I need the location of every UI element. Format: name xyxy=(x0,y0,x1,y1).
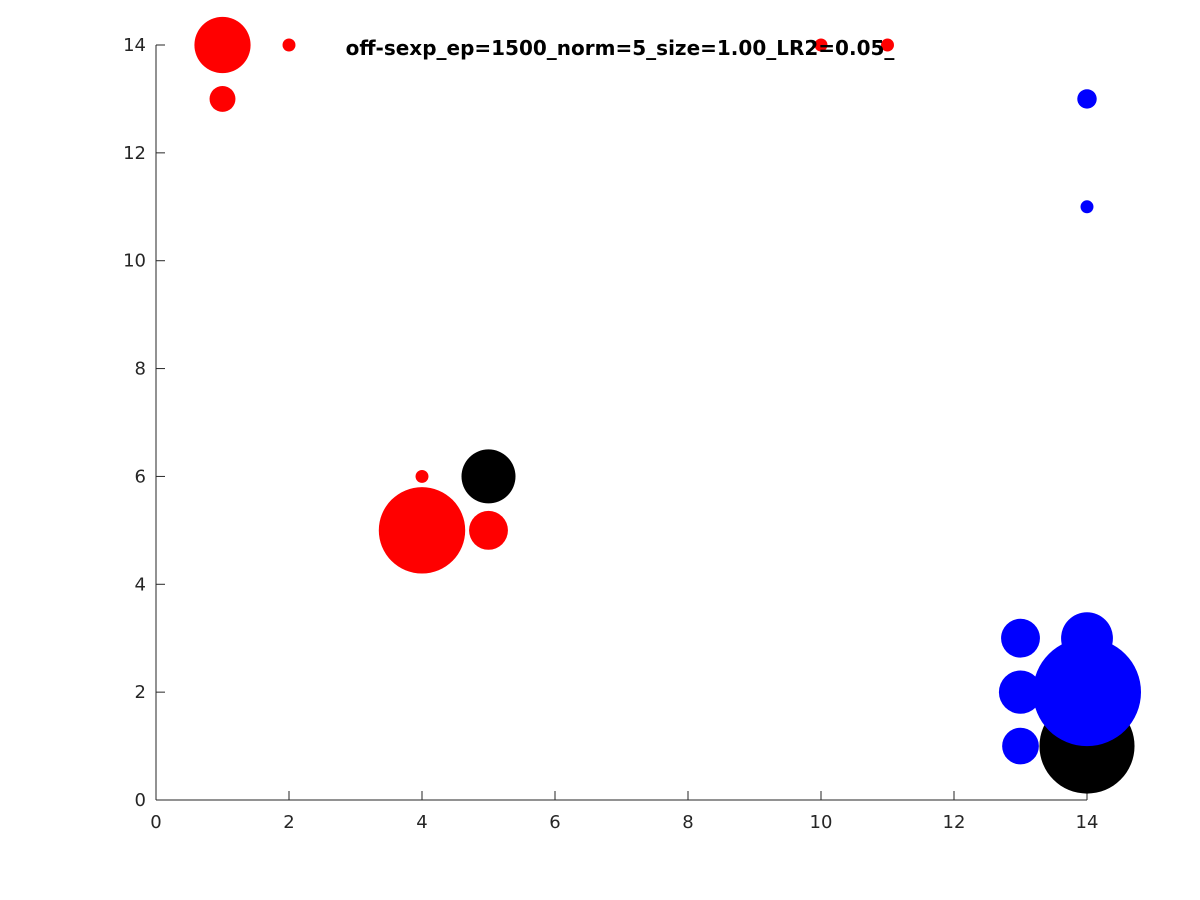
data-points xyxy=(194,16,1141,794)
x-tick-label: 6 xyxy=(549,812,560,833)
data-point-red xyxy=(814,38,828,52)
data-point-red xyxy=(194,16,251,74)
y-tick-label: 14 xyxy=(123,35,146,56)
y-tick-label: 6 xyxy=(135,466,146,487)
data-point-red xyxy=(378,487,466,574)
x-tick-label: 4 xyxy=(416,812,427,833)
data-point-blue xyxy=(1077,89,1097,109)
data-point-red xyxy=(209,85,236,112)
data-point-red xyxy=(415,469,429,483)
y-tick-label: 12 xyxy=(123,143,146,164)
data-point-blue xyxy=(998,670,1043,714)
axes: 0 2 4 6 8 10 12 14 0 2 4 6 8 10 12 14 xyxy=(123,35,1098,833)
y-tick-label: 2 xyxy=(135,682,146,703)
x-tick-label: 2 xyxy=(283,812,294,833)
data-point-red xyxy=(282,38,296,52)
y-tick-label: 10 xyxy=(123,251,146,272)
x-tick-label: 8 xyxy=(682,812,693,833)
y-tick-label: 8 xyxy=(135,359,146,380)
data-point-red xyxy=(469,510,508,550)
x-tick-label: 12 xyxy=(943,812,966,833)
data-point-blue xyxy=(1033,638,1141,747)
data-point-blue xyxy=(1001,618,1040,658)
x-tick-label: 14 xyxy=(1076,812,1099,833)
y-tick-label: 0 xyxy=(135,790,146,811)
chart-title: off-sexp_ep=1500_norm=5_size=1.00_LR2=0.… xyxy=(346,36,895,60)
data-point-red xyxy=(881,38,894,52)
x-tick-label: 10 xyxy=(810,812,833,833)
data-point-blue xyxy=(1080,200,1094,214)
data-point-black xyxy=(461,449,516,504)
x-tick-label: 0 xyxy=(150,812,161,833)
data-point-blue xyxy=(1002,727,1039,765)
y-tick-label: 4 xyxy=(135,574,146,595)
